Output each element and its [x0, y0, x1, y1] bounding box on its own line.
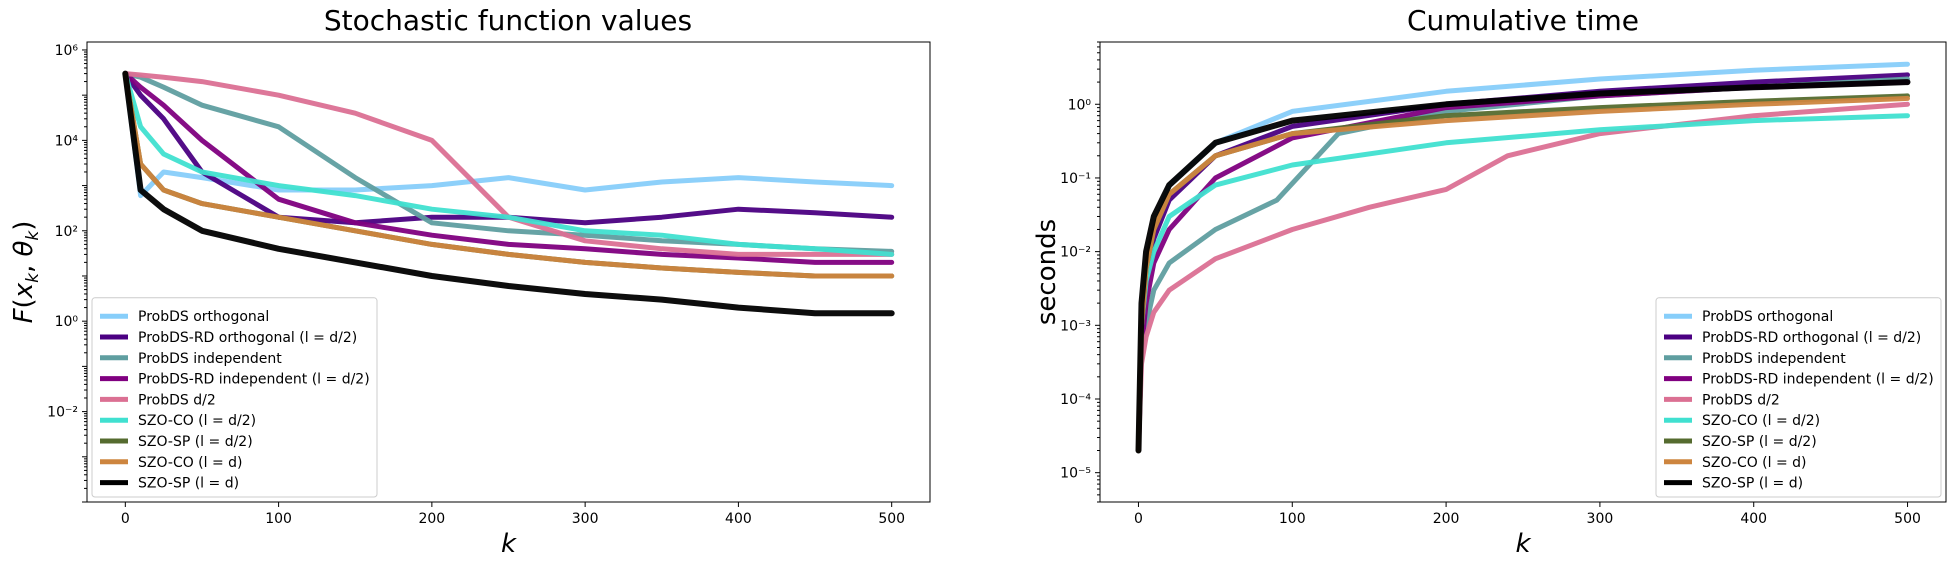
- plot-area: [125, 74, 891, 314]
- legend-label: ProbDS-RD independent (l = d/2): [138, 372, 370, 388]
- legend-label: SZO-CO (l = d/2): [1702, 413, 1820, 429]
- y-tick-label: 10⁶: [55, 43, 79, 59]
- y-tick-label: 10⁴: [55, 133, 79, 149]
- x-tick-label: 400: [725, 511, 752, 527]
- x-tick-label: 500: [878, 511, 905, 527]
- series-line-5: [125, 74, 891, 255]
- series-line-2: [125, 74, 891, 223]
- series-line-6: [125, 74, 891, 255]
- legend-label: ProbDS independent: [138, 351, 282, 367]
- x-tick-label: 300: [1587, 511, 1614, 527]
- legend-label: SZO-SP (l = d/2): [138, 434, 253, 450]
- y-tick-label: 10⁰: [1068, 97, 1092, 113]
- series-line-4: [125, 74, 891, 263]
- y-axis-label: seconds: [1032, 219, 1062, 325]
- x-tick-label: 300: [572, 511, 599, 527]
- x-tick-label: 200: [1433, 511, 1460, 527]
- y-tick-label: 10⁻⁴: [1060, 392, 1091, 408]
- chart-1: 0 100 200 300 400 500 10⁻² 10⁰ 10² 10⁴ 10⁶ Stochast…: [9, 4, 930, 559]
- y-tick-label: 10⁻²: [47, 405, 78, 421]
- x-tick-label: 0: [121, 511, 130, 527]
- x-tick-label: 100: [265, 511, 292, 527]
- legend-label: ProbDS independent: [1702, 351, 1846, 367]
- legend-label: ProbDS orthogonal: [1702, 309, 1833, 325]
- legend-label: SZO-CO (l = d): [1702, 455, 1807, 471]
- legend: ProbDS orthogonal ProbDS-RD orthogonal (l…: [92, 298, 377, 497]
- legend-label: SZO-SP (l = d): [1702, 476, 1803, 492]
- y-tick-label: 10²: [55, 224, 78, 240]
- chart-2: 0 100 200 300 400 500 10⁻⁵ 10⁻⁴ 10⁻³ 10⁻² 10⁻¹ 10⁰ C…: [1032, 4, 1946, 559]
- y-tick-label: 10⁻³: [1060, 318, 1091, 334]
- legend-label: ProbDS d/2: [1702, 392, 1780, 408]
- legend-label: SZO-SP (l = d): [138, 476, 239, 492]
- x-tick-label: 500: [1894, 511, 1921, 527]
- y-tick-label: 10⁻¹: [1060, 171, 1091, 187]
- y-axis-label: F(xk, θk): [9, 221, 43, 324]
- legend-label: ProbDS orthogonal: [138, 309, 269, 325]
- series-line-3: [125, 74, 891, 252]
- legend-label: SZO-CO (l = d): [138, 455, 243, 471]
- legend: ProbDS orthogonal ProbDS-RD orthogonal (l…: [1656, 298, 1941, 497]
- y-tick-label: 10⁰: [55, 314, 79, 330]
- x-tick-label: 400: [1740, 511, 1767, 527]
- x-axis-label: k: [1515, 529, 1531, 559]
- legend-label: ProbDS-RD orthogonal (l = d/2): [138, 330, 357, 346]
- x-tick-label: 200: [418, 511, 445, 527]
- chart-title: Cumulative time: [1407, 4, 1639, 37]
- legend-label: ProbDS-RD independent (l = d/2): [1702, 372, 1934, 388]
- x-tick-label: 100: [1279, 511, 1306, 527]
- y-tick-label: 10⁻²: [1060, 245, 1091, 261]
- y-tick-label: 10⁻⁵: [1060, 466, 1091, 482]
- legend-label: SZO-SP (l = d/2): [1702, 434, 1817, 450]
- legend-label: ProbDS d/2: [138, 392, 216, 408]
- legend-label: ProbDS-RD orthogonal (l = d/2): [1702, 330, 1921, 346]
- x-axis-label: k: [501, 529, 517, 559]
- x-tick-label: 0: [1134, 511, 1143, 527]
- chart-title: Stochastic function values: [324, 4, 692, 37]
- legend-label: SZO-CO (l = d/2): [138, 413, 256, 429]
